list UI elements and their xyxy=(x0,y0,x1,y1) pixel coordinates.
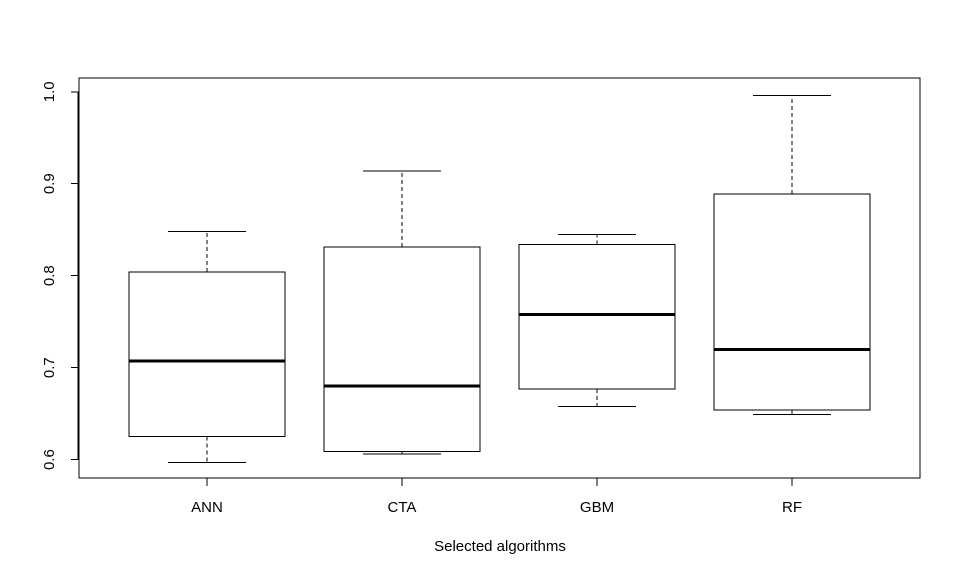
box-cta xyxy=(323,170,481,455)
box-series xyxy=(128,94,871,463)
x-tick-label: ANN xyxy=(191,499,223,516)
box-ann xyxy=(128,231,286,463)
box-gbm xyxy=(518,233,676,407)
iqr-box xyxy=(128,271,286,438)
iqr-box xyxy=(518,243,676,390)
x-tick-label: CTA xyxy=(388,499,417,516)
x-tick-label: RF xyxy=(782,499,802,516)
x-axis-title: Selected algorithms xyxy=(434,538,566,555)
y-axis: 0.6 0.7 0.8 0.9 1.0 xyxy=(41,81,79,470)
y-tick-label: 0.8 xyxy=(41,265,58,286)
x-tick-label: GBM xyxy=(580,499,614,516)
y-tick-label: 0.9 xyxy=(41,173,58,194)
y-tick-label: 0.7 xyxy=(41,357,58,378)
y-tick-label: 1.0 xyxy=(41,81,58,102)
box-rf xyxy=(713,94,871,416)
x-axis: ANN CTA GBM RF xyxy=(191,477,802,516)
y-tick-label: 0.6 xyxy=(41,449,58,470)
iqr-box xyxy=(323,246,481,452)
iqr-box xyxy=(713,193,871,411)
